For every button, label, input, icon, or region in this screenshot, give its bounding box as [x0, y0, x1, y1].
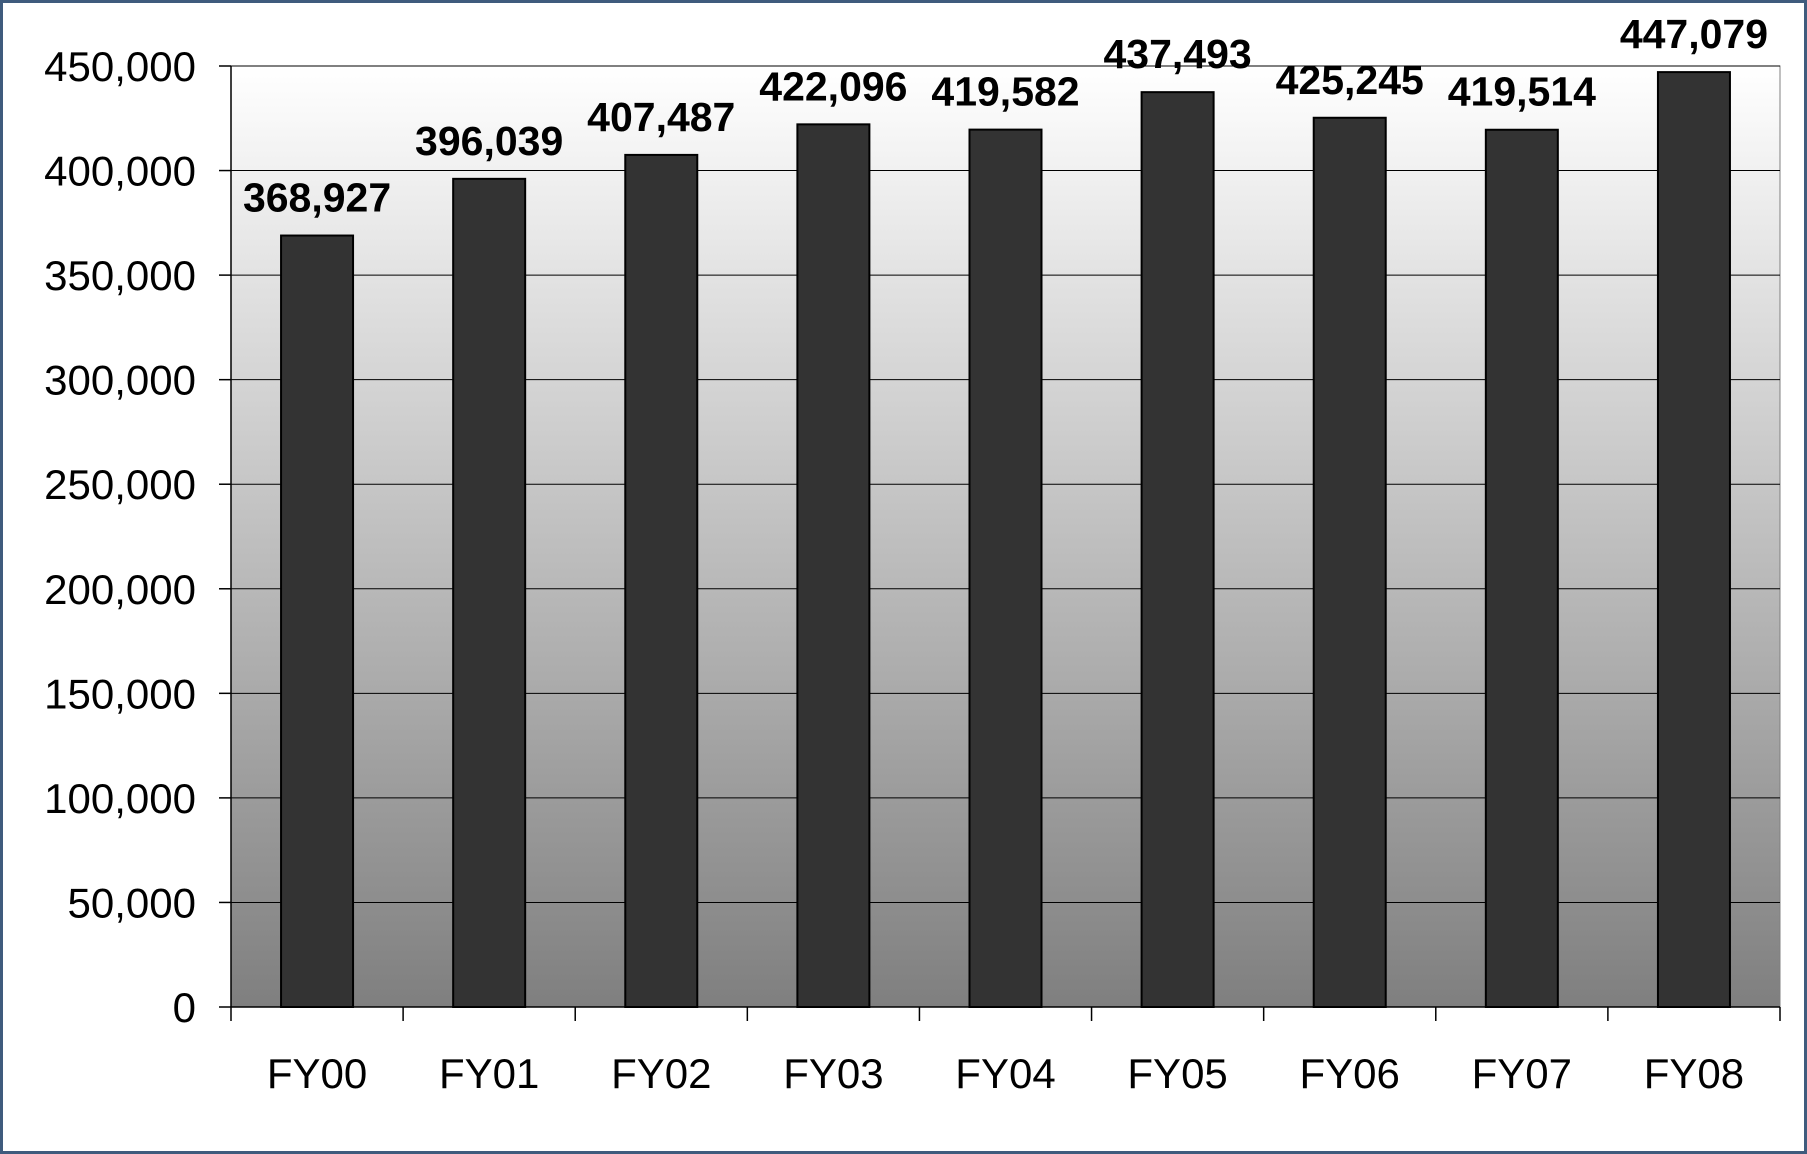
bar-fy03 [797, 124, 869, 1007]
bars [281, 72, 1730, 1007]
data-label-fy00: 368,927 [243, 175, 391, 221]
data-label-fy05: 437,493 [1104, 31, 1252, 77]
x-tick-label-fy08: FY08 [1644, 1050, 1744, 1097]
bar-fy08 [1658, 72, 1730, 1007]
bar-fy01 [453, 179, 525, 1007]
bar-fy05 [1142, 92, 1214, 1007]
y-tick-label: 100,000 [44, 775, 196, 822]
y-tick-label: 0 [173, 984, 196, 1031]
y-tick-label: 150,000 [44, 670, 196, 717]
data-label-fy08: 447,079 [1620, 11, 1768, 57]
y-tick-label: 200,000 [44, 566, 196, 613]
x-tick-label-fy06: FY06 [1300, 1050, 1400, 1097]
y-tick-label: 250,000 [44, 461, 196, 508]
x-tick-label-fy03: FY03 [783, 1050, 883, 1097]
data-label-fy07: 419,514 [1448, 69, 1596, 115]
bar-fy06 [1314, 118, 1386, 1007]
y-tick-label: 450,000 [44, 43, 196, 90]
bar-fy07 [1486, 130, 1558, 1007]
data-label-fy06: 425,245 [1276, 57, 1424, 103]
x-tick-label-fy00: FY00 [267, 1050, 367, 1097]
y-tick-label: 400,000 [44, 148, 196, 195]
bar-fy04 [970, 130, 1042, 1007]
x-tick-label-fy07: FY07 [1472, 1050, 1572, 1097]
x-tick-label-fy01: FY01 [439, 1050, 539, 1097]
y-tick-label: 50,000 [68, 879, 196, 926]
y-tick-label: 300,000 [44, 357, 196, 404]
x-tick-label-fy05: FY05 [1127, 1050, 1227, 1097]
y-tick-label: 350,000 [44, 252, 196, 299]
data-label-fy01: 396,039 [415, 118, 563, 164]
x-tick-label-fy02: FY02 [611, 1050, 711, 1097]
data-label-fy04: 419,582 [931, 69, 1079, 115]
bar-fy00 [281, 236, 353, 1007]
data-label-fy02: 407,487 [587, 94, 735, 140]
y-axis-tick-labels: 0 50,000 100,000 150,000 200,000 250,000 300,0… [44, 43, 196, 1031]
bar-fy02 [625, 155, 697, 1007]
x-axis-tick-labels: FY00 FY01 FY02 FY03 FY04 FY05 FY06 FY07 FY08 [267, 1050, 1744, 1097]
x-tick-label-fy04: FY04 [955, 1050, 1055, 1097]
data-label-fy03: 422,096 [759, 63, 907, 109]
